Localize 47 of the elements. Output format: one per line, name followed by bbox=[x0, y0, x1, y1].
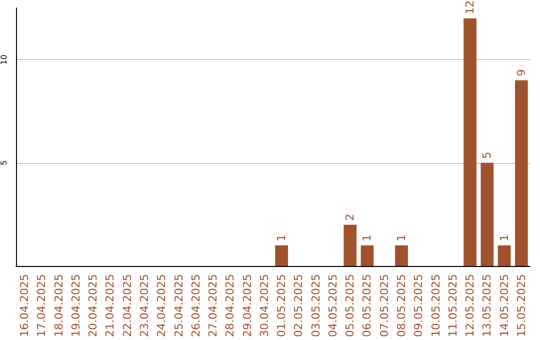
x-tick-label: 30.04.2025 bbox=[258, 274, 271, 338]
x-tick-label: 13.05.2025 bbox=[480, 274, 494, 338]
bar bbox=[360, 245, 374, 266]
data-label: 1 bbox=[498, 234, 511, 242]
x-tick-label: 11.05.2025 bbox=[446, 274, 460, 338]
data-label: 12 bbox=[464, 0, 477, 14]
x-tick-label: 06.05.2025 bbox=[360, 274, 374, 338]
bar bbox=[395, 245, 408, 266]
data-label: 5 bbox=[480, 152, 494, 159]
x-tick-label: 18.04.2025 bbox=[52, 274, 66, 338]
x-tick-label: 14.05.2025 bbox=[498, 274, 511, 338]
x-tick-label: 05.05.2025 bbox=[344, 274, 357, 338]
y-tick-label: 10 bbox=[0, 54, 8, 65]
bar bbox=[344, 224, 357, 266]
bar bbox=[480, 162, 494, 266]
bar bbox=[515, 80, 528, 266]
x-tick-label: 04.05.2025 bbox=[326, 274, 340, 338]
x-tick-label: 03.05.2025 bbox=[309, 274, 322, 338]
x-tick-label: 27.04.2025 bbox=[206, 274, 220, 338]
x-tick-label: 23.04.2025 bbox=[138, 274, 151, 338]
x-tick-label: 21.04.2025 bbox=[104, 274, 117, 338]
x-tick-label: 16.04.2025 bbox=[18, 274, 32, 338]
bar bbox=[275, 245, 288, 266]
x-tick-label: 07.05.2025 bbox=[378, 274, 391, 338]
data-label: 1 bbox=[395, 234, 408, 242]
data-label: 1 bbox=[360, 234, 374, 242]
data-label: 9 bbox=[514, 69, 528, 76]
x-tick-label: 25.04.2025 bbox=[172, 274, 186, 338]
x-tick-label: 19.04.2025 bbox=[69, 274, 82, 338]
x-tick-label: 22.04.2025 bbox=[120, 274, 134, 338]
x-tick-label: 08.05.2025 bbox=[395, 274, 408, 338]
data-label: 2 bbox=[344, 214, 357, 221]
x-tick-label: 02.05.2025 bbox=[292, 274, 306, 338]
x-tick-label: 15.05.2025 bbox=[514, 274, 528, 338]
bar bbox=[464, 18, 476, 266]
x-tick-label: 12.05.2025 bbox=[464, 274, 477, 338]
x-tick-label: 09.05.2025 bbox=[412, 274, 426, 338]
x-tick-label: 17.04.2025 bbox=[35, 274, 48, 338]
x-tick-label: 29.04.2025 bbox=[240, 274, 254, 338]
x-tick-label: 24.04.2025 bbox=[155, 274, 168, 338]
x-tick-label: 28.04.2025 bbox=[224, 274, 237, 338]
x-tick-label: 01.05.2025 bbox=[275, 274, 288, 338]
x-tick-label: 10.05.2025 bbox=[429, 274, 442, 338]
x-tick-label: 26.04.2025 bbox=[189, 274, 202, 338]
bar bbox=[498, 245, 511, 266]
data-label: 1 bbox=[275, 234, 288, 242]
x-tick-label: 20.04.2025 bbox=[86, 274, 100, 338]
